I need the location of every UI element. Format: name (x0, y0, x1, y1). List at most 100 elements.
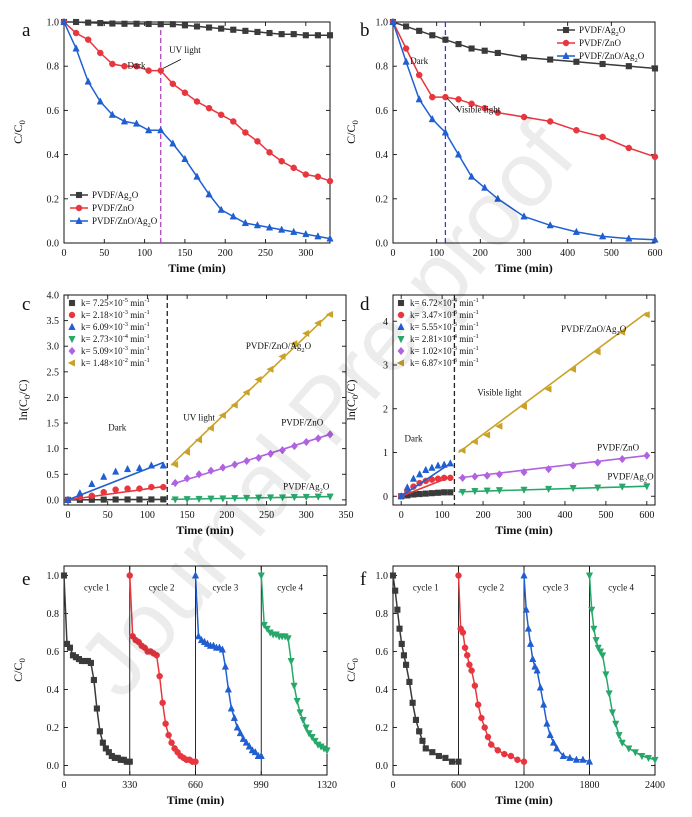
series-e-2 (191, 571, 265, 759)
legend-marker (562, 39, 570, 47)
text-span: 0 (22, 395, 32, 399)
series-line (457, 575, 525, 763)
y-tick-label: 0 (383, 492, 388, 503)
text-span: PVDF/Ag (579, 25, 616, 35)
data-point (644, 754, 653, 763)
data-point (284, 635, 292, 643)
text-span: cycle 2 (478, 583, 504, 593)
data-point (522, 605, 530, 613)
text-span: 2 (644, 478, 647, 485)
chart-panel-a: 0 50 100 150 200 250 300 0.0 0.2 0.4 0.6 0.8 1.0 Time… (11, 17, 334, 275)
data-point (224, 685, 232, 693)
data-point (520, 212, 528, 220)
data-point (278, 157, 285, 165)
data-point (112, 486, 119, 493)
text-span: min (128, 298, 145, 308)
text-span: min (457, 322, 474, 332)
annotation: UV light (169, 45, 201, 55)
fit-line (67, 461, 164, 501)
data-point (157, 126, 165, 134)
text-span: O (638, 51, 645, 61)
data-point (402, 57, 410, 65)
data-point (314, 232, 322, 240)
x-tick-label: 200 (219, 510, 234, 521)
data-point (265, 223, 274, 231)
plot-frame (63, 294, 347, 506)
data-point (299, 716, 307, 725)
x-axis-title: Time (min) (495, 793, 552, 807)
text-span: ln(C (344, 399, 358, 420)
y-tick-label: 0.8 (47, 609, 60, 620)
data-point (540, 700, 548, 708)
data-point (585, 757, 594, 765)
data-point (87, 659, 94, 666)
y-tick-label: 0.8 (376, 62, 389, 73)
text-span: 0 (350, 395, 360, 399)
data-point (313, 319, 322, 327)
legend-marker (75, 216, 83, 224)
y-tick-label: 2.5 (47, 367, 60, 378)
y-tick-label: 0.8 (47, 62, 60, 73)
series-f-2 (520, 571, 594, 765)
x-tick-label: 200 (476, 510, 491, 521)
data-point (168, 739, 175, 746)
y-axis-title: C/C0 (344, 120, 360, 144)
data-point (230, 401, 238, 409)
x-tick-label: 990 (254, 780, 269, 791)
data-point (422, 745, 429, 752)
legend-label: PVDF/ZnO (579, 38, 622, 48)
data-point (60, 17, 68, 25)
data-point (416, 491, 423, 498)
data-point (468, 45, 475, 52)
data-point (145, 67, 152, 74)
x-tick-label: 300 (517, 248, 532, 259)
data-point (494, 49, 501, 56)
text-span: -1 (473, 309, 478, 316)
data-point (231, 460, 239, 469)
data-point (481, 724, 488, 731)
data-point (488, 741, 495, 748)
y-tick-label: 0.2 (47, 194, 60, 205)
data-point (569, 484, 577, 493)
data-point (484, 733, 492, 741)
x-tick-label: 0 (62, 780, 67, 791)
data-point (290, 340, 298, 348)
text-span: k= 1.02×10 (410, 346, 452, 356)
data-point (267, 449, 275, 458)
data-point (471, 488, 479, 496)
data-point (219, 463, 227, 472)
data-point (230, 713, 238, 721)
x-tick-label: 0 (391, 248, 396, 259)
data-point (415, 95, 423, 103)
legend-label: k= 1.02×10-3 min-1 (410, 345, 479, 356)
text-span: PVDF/Ag (92, 190, 129, 200)
data-point (242, 388, 250, 396)
data-point (135, 463, 144, 472)
data-point (599, 133, 606, 141)
data-point (72, 29, 80, 37)
data-point (474, 701, 482, 708)
x-tick-label: 500 (604, 248, 619, 259)
data-point (643, 483, 651, 491)
data-point (263, 625, 271, 633)
data-point (245, 742, 253, 750)
x-axis-title: Time (min) (167, 793, 224, 807)
data-point (470, 437, 478, 446)
data-point (526, 639, 535, 647)
data-point (573, 127, 580, 134)
data-point (546, 118, 554, 125)
legend-label: PVDF/Ag2O (92, 190, 139, 203)
data-point (546, 221, 554, 229)
y-tick-label: 3.5 (47, 316, 60, 327)
text-span: Dark (404, 434, 422, 444)
annotation: PVDF/Ag2O (607, 472, 654, 485)
text-span: O (620, 324, 627, 334)
x-tick-label: 500 (598, 510, 613, 521)
annotation: PVDF/ZnO/Ag2O (561, 324, 627, 337)
data-point (278, 31, 285, 38)
text-span: PVDF/ZnO (597, 442, 640, 452)
data-point (569, 461, 577, 470)
annotation: cycle 1 (84, 583, 110, 593)
text-span: O (132, 190, 139, 200)
annotation: cycle 1 (413, 583, 439, 593)
